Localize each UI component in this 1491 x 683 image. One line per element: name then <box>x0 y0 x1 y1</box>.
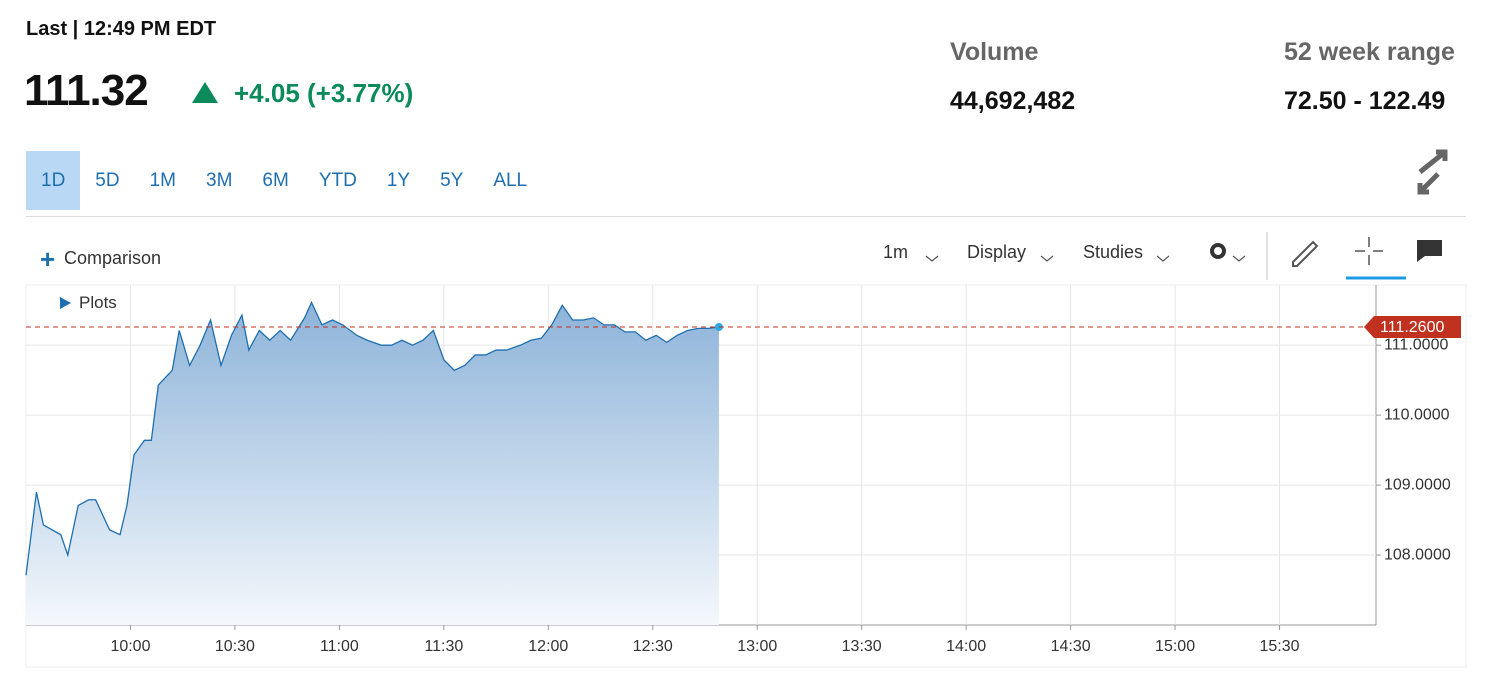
x-tick-label: 13:30 <box>842 638 882 655</box>
divider <box>26 216 1466 217</box>
chart-frame <box>25 284 1467 668</box>
last-price-label: 111.2600 <box>1380 319 1444 336</box>
range-button[interactable]: 1Y <box>386 170 411 191</box>
x-tick-label: 15:00 <box>1155 638 1195 655</box>
range-value: 72.50 - 122.49 <box>1284 87 1446 115</box>
volume-value: 44,692,482 <box>950 87 1076 115</box>
y-tick-label: 110.0000 <box>1384 406 1450 423</box>
range-label: 52 week range <box>1284 38 1455 66</box>
price-line <box>25 300 720 576</box>
range-button[interactable]: ALL <box>493 170 528 191</box>
x-tick-label: 10:00 <box>110 638 150 655</box>
range-button[interactable]: 1D <box>26 151 81 210</box>
price-area <box>26 302 719 625</box>
last-price-tag <box>1364 315 1461 338</box>
y-tick-label: 109.0000 <box>1384 476 1451 493</box>
up-arrow <box>192 82 218 103</box>
x-tick-label: 14:00 <box>946 638 986 655</box>
x-tick-label: 13:00 <box>737 638 777 655</box>
range-button[interactable]: 6M <box>262 170 289 191</box>
range-buttons: 1D 5D 1M 3M 6M YTD 1Y 5Y ALL <box>26 151 542 210</box>
x-tick-label: 12:00 <box>528 638 568 655</box>
plots-toggle[interactable]: Plots <box>79 293 117 312</box>
studies-button[interactable]: Studies <box>1083 242 1144 262</box>
range-button[interactable]: 5Y <box>440 170 464 191</box>
range-button[interactable]: 1M <box>149 170 176 191</box>
y-tick-label: 108.0000 <box>1384 546 1451 563</box>
x-tick-label: 14:30 <box>1051 638 1091 655</box>
plots-arrow <box>60 297 71 309</box>
last-time: Last | 12:49 PM EDT <box>26 18 217 40</box>
plus-icon: + <box>40 244 56 274</box>
price: 111.32 <box>24 66 149 115</box>
volume-label: Volume <box>950 38 1039 66</box>
toolbar-icons <box>925 149 1448 280</box>
range-button[interactable]: YTD <box>318 170 357 191</box>
comparison-button[interactable]: Comparison <box>64 248 162 268</box>
x-tick-label: 10:30 <box>215 638 255 655</box>
x-tick-label: 15:30 <box>1260 638 1300 655</box>
x-tick-label: 12:30 <box>633 638 673 655</box>
range-button[interactable]: 3M <box>206 170 233 191</box>
range-button[interactable]: 5D <box>95 170 120 191</box>
x-tick-label: 11:00 <box>320 638 359 655</box>
change: +4.05 (+3.77%) <box>234 78 414 108</box>
interval-button[interactable]: 1m <box>883 242 909 262</box>
display-button[interactable]: Display <box>967 242 1027 262</box>
x-tick-label: 11:30 <box>424 638 463 655</box>
y-tick-label: 111.0000 <box>1384 336 1448 353</box>
last-point <box>714 322 723 331</box>
